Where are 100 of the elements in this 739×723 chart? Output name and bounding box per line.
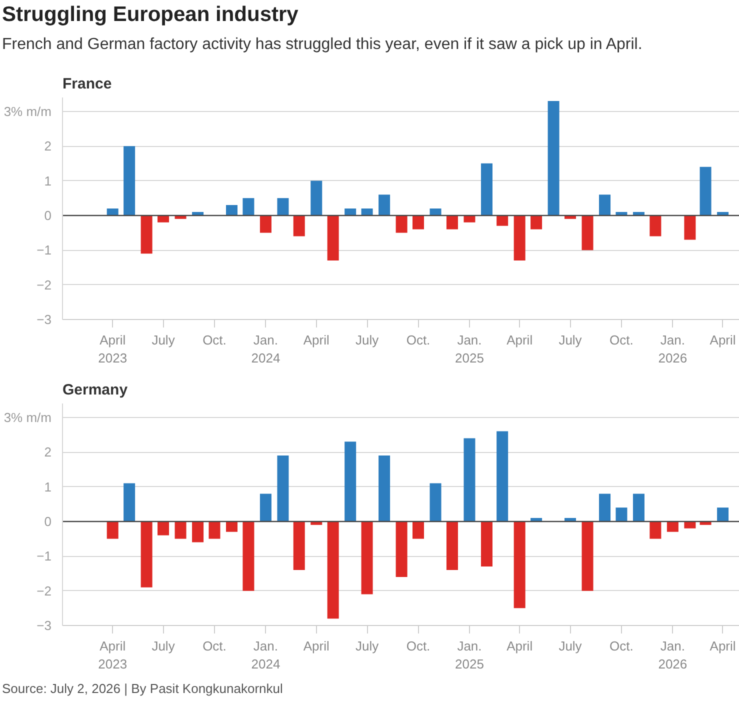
bar [310, 180, 322, 216]
bar [106, 521, 118, 539]
bar [106, 208, 118, 216]
chart-subtitle: French and German factory activity has struggled this year, even if it saw a pick up in April. [2, 35, 642, 55]
bar [140, 215, 152, 254]
bar [684, 215, 696, 240]
y-tick-label: −2 [36, 583, 52, 598]
x-tick-label: April 2023 [98, 638, 128, 672]
text: Germany [62, 382, 128, 398]
bar [446, 215, 458, 230]
bar [464, 438, 476, 522]
bar [174, 521, 186, 539]
x-tick-label: Oct. [610, 638, 634, 654]
y-tick-label: −2 [36, 277, 52, 292]
bar [684, 521, 696, 528]
bar [599, 494, 611, 522]
bar [226, 205, 238, 216]
bar [446, 521, 458, 570]
y-tick-label: −1 [36, 548, 52, 564]
y-tick-label: 2 [44, 444, 52, 460]
y-tick-label: 0 [44, 208, 52, 223]
bar [412, 521, 424, 539]
bar [293, 521, 305, 570]
y-tick-label: −1 [36, 242, 52, 258]
bar [327, 215, 339, 261]
bar [396, 215, 408, 233]
bar [277, 456, 289, 522]
x-tick-label: Jan. 2025 [455, 638, 484, 672]
bar [496, 215, 508, 226]
y-tick-label: 3% m/m [4, 410, 52, 425]
text: France [62, 76, 112, 92]
y-tick-label: 3% m/m [4, 104, 52, 119]
bar [599, 194, 611, 216]
bar [327, 521, 339, 619]
bar [208, 521, 220, 539]
y-tick-label: −3 [36, 618, 52, 633]
bar [548, 100, 560, 216]
bar [666, 521, 678, 532]
y-tick-label: 0 [44, 514, 52, 529]
x-tick-label: April [506, 638, 533, 654]
bar [700, 166, 712, 216]
x-tick-label: July [355, 638, 380, 654]
bar [277, 198, 289, 216]
bar [514, 521, 526, 608]
x-tick-label: April [506, 332, 533, 348]
bar [412, 215, 424, 230]
bar [430, 483, 442, 522]
bar [496, 431, 508, 522]
bar [158, 521, 170, 536]
bar [260, 494, 272, 522]
x-tick-label: Oct. [202, 332, 226, 348]
bar [464, 215, 476, 222]
bar [361, 208, 373, 216]
x-tick-label: April [710, 332, 736, 348]
y-tick-label: 1 [44, 479, 52, 494]
bar [361, 521, 373, 594]
x-tick-label: July [152, 638, 176, 654]
bar [158, 215, 170, 222]
bar [242, 521, 254, 591]
bar [480, 521, 492, 567]
bar [140, 521, 152, 588]
bar [396, 521, 408, 577]
x-tick-label: April [303, 638, 330, 654]
bar [260, 215, 272, 233]
bar [582, 521, 594, 591]
bar [124, 146, 136, 216]
bar [293, 215, 305, 236]
bar [480, 163, 492, 216]
bar [616, 508, 628, 522]
bar [124, 483, 136, 522]
bar [430, 208, 442, 216]
chart-title: Struggling European industry [2, 2, 300, 28]
x-tick-label: Oct. [406, 332, 430, 348]
x-tick-label: April [303, 332, 330, 348]
x-tick-label: July [558, 332, 582, 348]
bar [344, 442, 356, 522]
x-tick-label: July [558, 638, 582, 654]
x-tick-label: Oct. [406, 638, 430, 654]
x-tick-label: July [355, 332, 380, 348]
x-tick-label: Jan. 2024 [251, 332, 280, 366]
x-tick-label: Jan. 2026 [658, 332, 688, 366]
source-note: Source: July 2, 2026 | By Pasit Kongkunakornkul [2, 680, 283, 698]
bar [530, 215, 542, 230]
bar [650, 215, 662, 236]
x-tick-label: Oct. [610, 332, 634, 348]
x-tick-label: July [152, 332, 176, 348]
y-tick-label: −3 [36, 312, 52, 327]
bar [632, 494, 644, 522]
bar [514, 215, 526, 261]
x-tick-label: Jan. 2026 [658, 638, 688, 672]
x-tick-label: Jan. 2024 [251, 638, 280, 672]
bar [226, 521, 238, 532]
y-tick-label: 2 [44, 138, 52, 154]
bar [650, 521, 662, 539]
y-tick-label: 1 [44, 173, 52, 188]
x-tick-label: April 2023 [98, 332, 128, 366]
bar [344, 208, 356, 216]
bar [717, 508, 729, 522]
bar [192, 521, 204, 542]
x-tick-label: April [710, 638, 736, 654]
